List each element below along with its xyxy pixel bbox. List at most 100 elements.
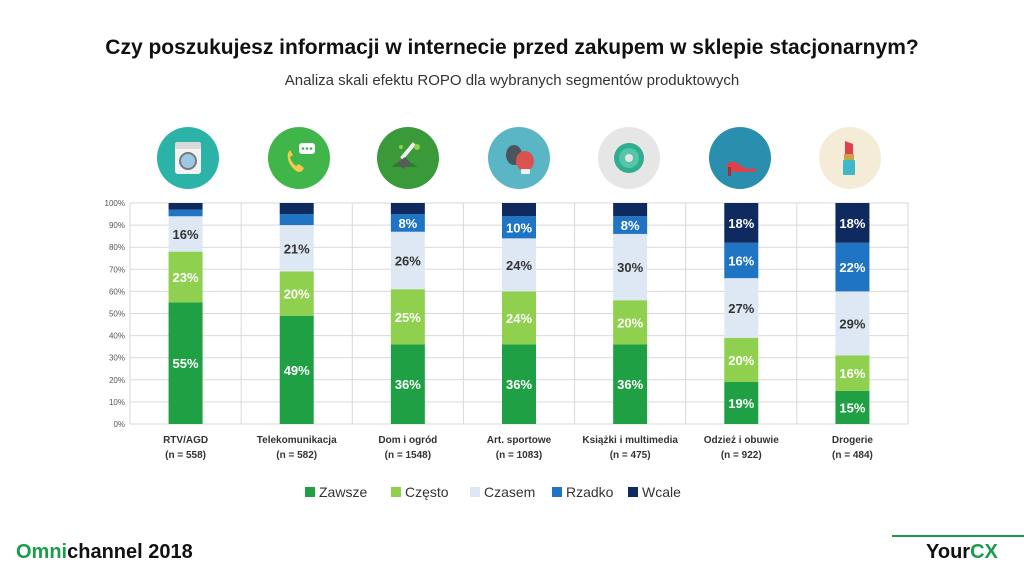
bar-segment <box>613 300 648 345</box>
y-tick-label: 60% <box>109 287 125 296</box>
data-label: 16% <box>728 253 754 268</box>
washing-machine-icon <box>157 127 219 189</box>
legend-label: Zawsze <box>319 484 367 500</box>
bar-segment <box>724 382 759 424</box>
bar-segment <box>502 216 536 239</box>
data-label: 22% <box>839 260 865 275</box>
data-label: 21% <box>284 241 310 256</box>
page-title: Czy poszukujesz informacji w internecie … <box>105 36 919 59</box>
data-label: 19% <box>728 396 754 411</box>
data-label: 10% <box>506 220 532 235</box>
footer-divider <box>892 535 1024 537</box>
legend-label: Rzadko <box>566 484 614 500</box>
bar-segment <box>724 337 759 383</box>
bar-segment <box>613 233 648 301</box>
bar-segment <box>724 242 759 279</box>
logo-main: Your <box>926 541 971 563</box>
data-label: 23% <box>173 270 199 285</box>
data-label: 36% <box>395 377 421 392</box>
data-label: 24% <box>506 258 532 273</box>
bar-segment <box>835 390 870 424</box>
yourcx-logo: YourCX <box>926 541 998 564</box>
data-label: 18% <box>839 216 865 231</box>
x-tick-label: Telekomunikacja <box>257 435 337 446</box>
bar-segment <box>613 216 648 234</box>
data-label: 16% <box>839 366 865 381</box>
data-label: 26% <box>395 253 421 268</box>
bar-segment <box>502 291 536 345</box>
garden-shovel-icon <box>377 127 439 189</box>
y-tick-label: 70% <box>109 265 125 274</box>
bar-segment <box>168 251 203 303</box>
y-tick-label: 100% <box>105 199 125 208</box>
bar-segment <box>390 231 425 290</box>
cd-disc-icon <box>598 127 660 189</box>
page-subtitle: Analiza skali efektu ROPO dla wybranych … <box>284 72 740 89</box>
legend-swatch <box>305 487 315 497</box>
data-label: 36% <box>506 377 532 392</box>
legend-swatch <box>391 487 401 497</box>
legend-swatch <box>470 487 480 497</box>
data-label: 16% <box>173 227 199 242</box>
x-tick-sample-size: (n = 1548) <box>385 450 431 461</box>
x-tick-sample-size: (n = 582) <box>276 450 317 461</box>
event-brand: Omnichannel 2018 <box>16 541 193 564</box>
bar-segment <box>279 203 314 215</box>
high-heel-shoe-icon <box>709 127 771 189</box>
data-label: 8% <box>398 216 417 231</box>
x-tick-sample-size: (n = 475) <box>610 450 651 461</box>
bar-segment <box>835 291 870 356</box>
logo-accent: CX <box>970 541 998 563</box>
bar-segment <box>502 203 536 217</box>
data-label: 29% <box>839 316 865 331</box>
bar-segment <box>835 242 870 292</box>
data-label: 30% <box>617 260 643 275</box>
bar-segment <box>168 302 203 424</box>
bar-segment <box>502 344 536 424</box>
legend-label: Czasem <box>484 484 535 500</box>
bar-segment <box>279 271 314 316</box>
legend-swatch <box>628 487 638 497</box>
event-brand-accent: Omni <box>16 541 68 563</box>
x-tick-label: Odzież i obuwie <box>704 435 779 446</box>
boxing-gloves-icon <box>488 127 550 189</box>
data-label: 24% <box>506 311 532 326</box>
data-label: 18% <box>728 216 754 231</box>
bar-segment <box>390 289 425 345</box>
legend-label: Wcale <box>642 484 681 500</box>
bar-segment <box>835 355 870 391</box>
y-tick-label: 10% <box>109 398 125 407</box>
bar-segment <box>613 203 648 217</box>
data-label: 8% <box>621 218 640 233</box>
data-label: 20% <box>728 353 754 368</box>
bar-segment <box>390 344 425 424</box>
data-label: 27% <box>728 301 754 316</box>
bar-segment <box>724 278 759 338</box>
x-tick-sample-size: (n = 484) <box>832 450 873 461</box>
data-label: 55% <box>173 356 199 371</box>
x-tick-label: RTV/AGD <box>163 435 208 446</box>
y-tick-label: 50% <box>109 310 125 319</box>
bar-segment <box>502 238 536 292</box>
event-brand-rest: channel 2018 <box>67 541 193 563</box>
bar-segment <box>279 214 314 226</box>
data-label: 49% <box>284 363 310 378</box>
x-tick-label: Książki i multimedia <box>582 435 678 446</box>
y-tick-label: 0% <box>113 420 125 429</box>
x-tick-label: Art. sportowe <box>487 435 552 446</box>
y-tick-label: 40% <box>109 332 125 341</box>
y-tick-label: 90% <box>109 221 125 230</box>
data-label: 20% <box>284 287 310 302</box>
phone-chat-icon <box>268 127 330 189</box>
bar-segment <box>168 209 203 217</box>
x-tick-sample-size: (n = 558) <box>165 450 206 461</box>
bar-segment <box>390 203 425 215</box>
data-label: 15% <box>839 400 865 415</box>
x-tick-sample-size: (n = 1083) <box>496 450 542 461</box>
lipstick-icon <box>819 127 881 189</box>
bar-segment <box>390 214 425 232</box>
x-tick-label: Dom i ogród <box>378 435 437 446</box>
bar-segment <box>279 225 314 272</box>
bar-segment <box>168 203 203 210</box>
